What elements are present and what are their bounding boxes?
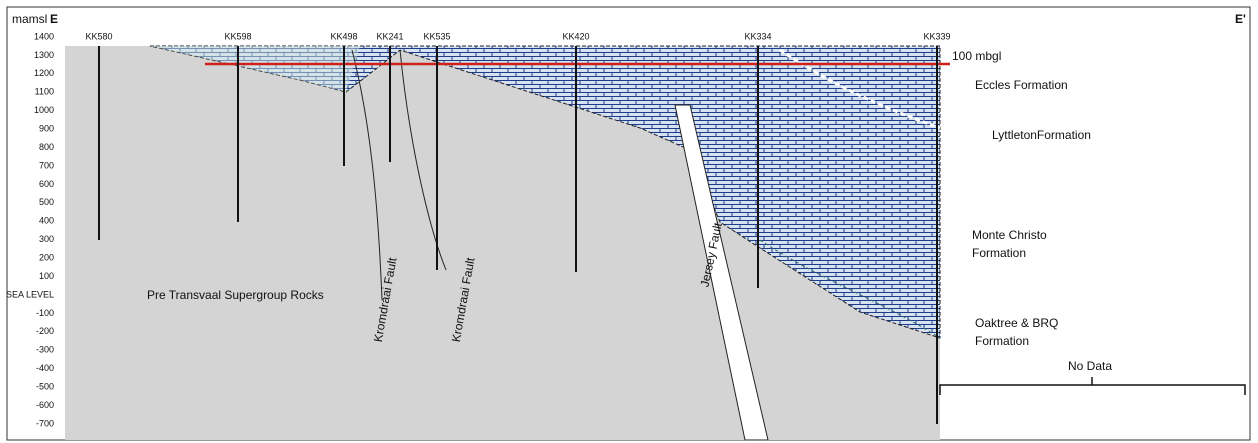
depth-label: 1400: [34, 31, 54, 41]
depth-label: 1300: [34, 50, 54, 60]
axis-unit: mamsl: [12, 12, 47, 26]
depth-label: -100: [36, 308, 54, 318]
depth-label: SEA LEVEL: [6, 289, 54, 299]
depth-label: 800: [39, 142, 54, 152]
depth-label: 200: [39, 253, 54, 263]
eccles-label: Eccles Formation: [975, 78, 1068, 92]
borehole-label: KK535: [423, 31, 450, 41]
borehole-label: KK498: [330, 31, 357, 41]
depth-label: -400: [36, 363, 54, 373]
depth-label: -200: [36, 326, 54, 336]
depth-label: 1200: [34, 68, 54, 78]
borehole-label: KK580: [85, 31, 112, 41]
monte-christo-label: Formation: [972, 246, 1026, 260]
depth-label: -300: [36, 345, 54, 355]
section-end: E': [1235, 12, 1246, 26]
depth-label: 600: [39, 179, 54, 189]
basement-label: Pre Transvaal Supergroup Rocks: [147, 288, 324, 302]
depth-label: 300: [39, 234, 54, 244]
depth-label: 500: [39, 197, 54, 207]
depth-label: 700: [39, 160, 54, 170]
borehole-label: KK241: [376, 31, 403, 41]
depth-label: 100: [39, 271, 54, 281]
section-start: E: [50, 12, 58, 26]
depth-label: -700: [36, 418, 54, 428]
lyttleton-label: LyttletonFormation: [992, 128, 1091, 142]
cross-section: mamsl E E' 100 mbgl Eccles Formation Lyt…: [0, 0, 1258, 443]
depth-label: 400: [39, 216, 54, 226]
depth-label: 1100: [35, 87, 54, 97]
depth-label: 1000: [34, 105, 54, 115]
depth-label: -600: [36, 400, 54, 410]
depth-label: 900: [39, 124, 54, 134]
no-data-label: No Data: [1068, 359, 1112, 373]
mbgl-label: 100 mbgl: [952, 49, 1001, 63]
oaktree-label: Formation: [975, 334, 1029, 348]
borehole-label: KK334: [744, 31, 771, 41]
depth-label: -500: [36, 382, 54, 392]
borehole-label: KK420: [562, 31, 589, 41]
monte-christo-label: Monte Christo: [972, 228, 1047, 242]
borehole-label: KK598: [224, 31, 251, 41]
borehole-label: KK339: [923, 31, 950, 41]
oaktree-label: Oaktree & BRQ: [975, 316, 1058, 330]
